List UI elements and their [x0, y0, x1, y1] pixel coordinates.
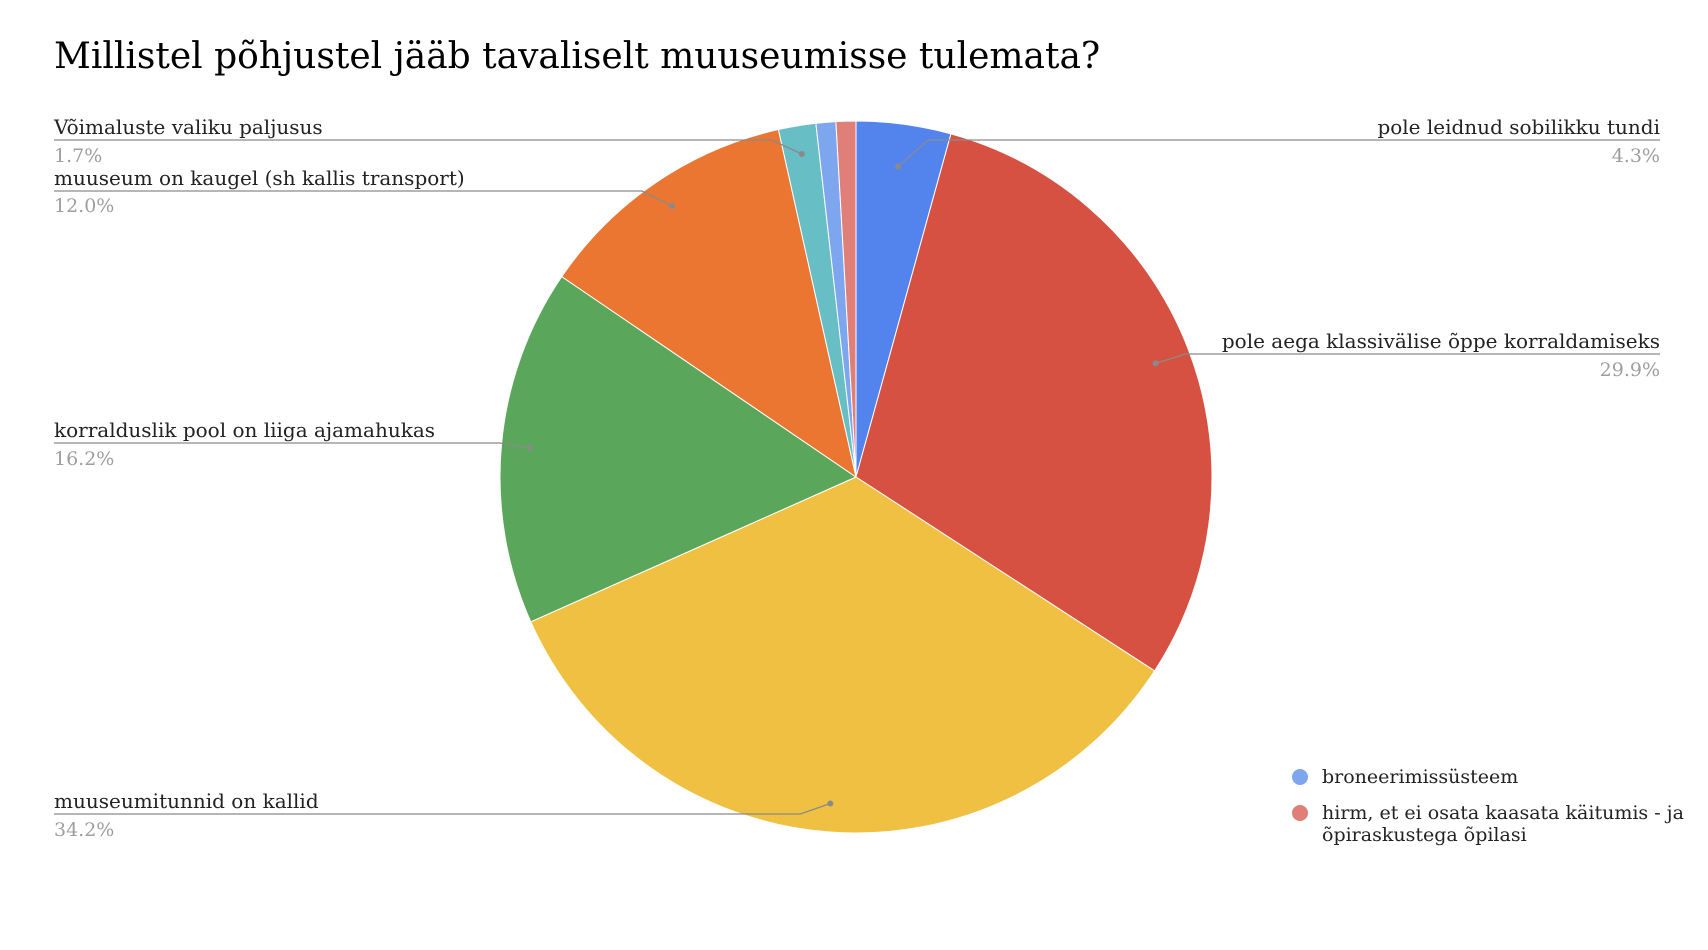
leader-dot-muuseumitunnid-on-kallid: [827, 800, 834, 807]
slice-label-pole-leidnud-sobilikku-tundi: pole leidnud sobilikku tundi: [1377, 115, 1660, 139]
pie-slice-korralduslik-pool-on-liiga-ajamahukas[interactable]: [499, 275, 858, 623]
pie-slice-pole-aega-klassivalise-oppe-korraldamise[interactable]: [855, 133, 1213, 672]
legend-label-broneerimissusteem: broneerimissüsteem: [1322, 766, 1518, 788]
pie-slice-hirm-et-ei-osata-kaasata-kaitumis-ja-opi[interactable]: [835, 120, 857, 478]
slice-value-label-korralduslik-pool-on-liiga-ajamahukas: 16.2%: [54, 448, 114, 470]
leader-dot-voimaluste-valiku-paljusus: [798, 151, 805, 158]
slice-value-label-muuseum-on-kaugel-sh-kallis-transport: 12.0%: [54, 195, 114, 217]
pie-slice-muuseumitunnid-on-kallid[interactable]: [530, 476, 1156, 834]
slice-label-muuseum-on-kaugel-sh-kallis-transport: muuseum on kaugel (sh kallis transport): [54, 166, 465, 190]
legend-swatch-broneerimissusteem: [1292, 769, 1308, 785]
chart-title: Millistel põhjustel jääb tavaliselt muus…: [54, 36, 1101, 77]
pie-slices: [499, 120, 1213, 834]
leader-dot-korralduslik-pool-on-liiga-ajamahukas: [526, 444, 533, 451]
legend-swatch-hirm-et-ei-osata-kaasata-kaitumis-ja-opi: [1292, 805, 1308, 821]
leader-line-voimaluste-valiku-paljusus: [54, 139, 803, 155]
leader-line-muuseumitunnid-on-kallid: [54, 802, 831, 815]
pie-slice-muuseum-on-kaugel-sh-kallis-transport[interactable]: [561, 128, 857, 479]
slice-value-label-pole-leidnud-sobilikku-tundi: 4.3%: [1612, 145, 1660, 167]
callout-leaders: [54, 139, 1660, 815]
leader-line-pole-aega-klassivalise-oppe-korraldamise: [1155, 353, 1660, 365]
leader-line-muuseum-on-kaugel-sh-kallis-transport: [54, 190, 673, 207]
legend: broneerimissüsteem hirm, et ei osata kaas…: [1292, 766, 1684, 846]
legend-label-hirm-et-ei-osata-kaasata-kaitumis-ja-opi: hirm, et ei osata kaasata käitumis - ja õ…: [1322, 802, 1684, 846]
slice-value-label-muuseumitunnid-on-kallid: 34.2%: [54, 819, 114, 841]
leader-dot-pole-leidnud-sobilikku-tundi: [895, 163, 902, 170]
slice-label-korralduslik-pool-on-liiga-ajamahukas: korralduslik pool on liiga ajamahukas: [54, 418, 435, 442]
leader-dot-pole-aega-klassivalise-oppe-korraldamise: [1152, 360, 1159, 367]
leader-line-pole-leidnud-sobilikku-tundi: [897, 139, 1660, 168]
slice-label-voimaluste-valiku-paljusus: Võimaluste valiku paljusus: [53, 115, 323, 139]
slice-label-pole-aega-klassivalise-oppe-korraldamise: pole aega klassivälise õppe korraldamise…: [1222, 329, 1660, 353]
slice-value-label-pole-aega-klassivalise-oppe-korraldamise: 29.9%: [1600, 359, 1660, 381]
leader-dot-muuseum-on-kaugel-sh-kallis-transport: [669, 203, 676, 210]
callout-labels: pole leidnud sobilikku tundi 4.3% pole aeg…: [53, 115, 1660, 841]
slice-value-label-voimaluste-valiku-paljusus: 1.7%: [54, 145, 102, 167]
slice-label-muuseumitunnid-on-kallid: muuseumitunnid on kallid: [54, 789, 319, 813]
leader-line-korralduslik-pool-on-liiga-ajamahukas: [54, 442, 530, 449]
